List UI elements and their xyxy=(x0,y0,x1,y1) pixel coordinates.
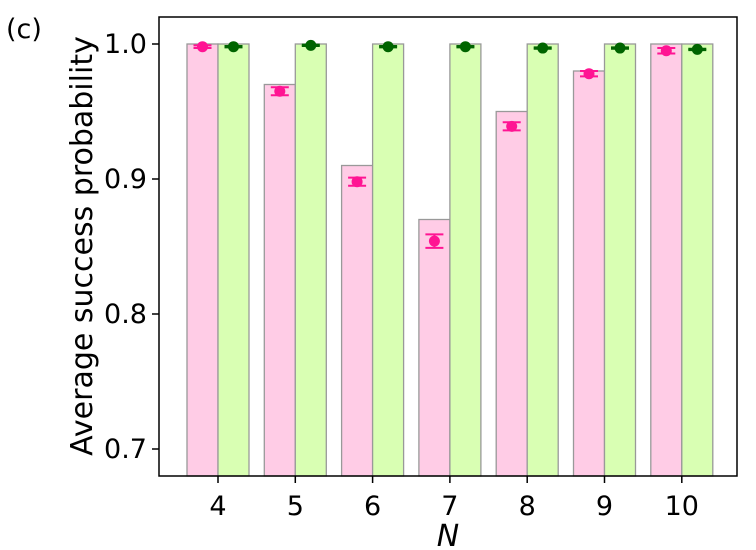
bar-series-2-n-7 xyxy=(449,43,482,477)
bar-series-1-n-6 xyxy=(340,164,374,477)
y-axis-label: Average success probability xyxy=(65,36,100,456)
point-series-2-n-9 xyxy=(611,42,629,54)
x-tick-label: 8 xyxy=(519,491,536,522)
y-tick-label: 0.9 xyxy=(104,164,147,195)
point-marker xyxy=(228,41,239,53)
y-tick-label: 1.0 xyxy=(104,29,147,60)
plot-frame xyxy=(158,16,738,477)
x-tick-label: 10 xyxy=(665,491,699,522)
point-series-2-n-8 xyxy=(533,42,552,54)
panel-label: (c) xyxy=(6,14,42,45)
bar-series-2-n-4 xyxy=(217,43,250,477)
point-marker xyxy=(351,176,363,188)
point-marker xyxy=(428,235,440,247)
point-series-2-n-5 xyxy=(301,39,320,51)
bar-series-1-n-10 xyxy=(650,43,683,477)
point-series-2-n-10 xyxy=(688,43,707,55)
point-marker xyxy=(506,120,518,132)
x-tick-label: 5 xyxy=(287,491,304,522)
bar-series-2-n-10 xyxy=(681,43,714,477)
point-marker xyxy=(660,45,672,57)
point-marker xyxy=(691,43,703,55)
point-series-1-n-6 xyxy=(348,176,367,188)
bar-series-1-n-5 xyxy=(263,83,296,477)
x-tick-label: 7 xyxy=(441,491,458,522)
y-tick-label: 0.7 xyxy=(104,434,147,465)
bar-series-1-n-7 xyxy=(418,218,451,477)
point-series-1-n-10 xyxy=(657,45,676,57)
x-tick-label: 4 xyxy=(209,491,226,522)
x-axis: 4 5 6 7 8 9 10 xyxy=(209,476,699,522)
x-tick-label: 6 xyxy=(364,491,381,522)
point-marker xyxy=(305,39,317,51)
bar-series-1-n-9 xyxy=(572,70,606,477)
x-tick-label: 9 xyxy=(596,491,613,522)
bar-series-2-n-5 xyxy=(294,43,327,477)
point-series-1-n-9 xyxy=(580,68,598,80)
point-series-1-n-5 xyxy=(270,85,289,97)
bar-series-1-n-8 xyxy=(495,110,528,477)
bar-series-2-n-6 xyxy=(371,43,405,477)
point-marker xyxy=(614,42,626,54)
bar-series-1-n-4 xyxy=(186,43,219,477)
point-series-1-n-7 xyxy=(425,233,444,249)
point-marker xyxy=(537,42,549,54)
point-marker xyxy=(583,68,595,80)
y-axis: 0.7 0.8 0.9 1.0 xyxy=(104,29,159,465)
point-marker xyxy=(459,41,471,53)
point-series-1-n-8 xyxy=(502,120,521,132)
point-series-2-n-4 xyxy=(224,41,243,53)
point-series-2-n-6 xyxy=(379,41,398,53)
bar-series-2-n-8 xyxy=(526,43,559,477)
point-series-2-n-7 xyxy=(456,41,475,53)
point-marker xyxy=(197,41,208,53)
points-layer xyxy=(193,39,707,249)
y-tick-label: 0.8 xyxy=(104,299,147,330)
point-series-1-n-4 xyxy=(193,41,212,53)
bars-layer xyxy=(186,43,714,477)
x-axis-label: N xyxy=(437,519,459,550)
point-marker xyxy=(382,41,394,53)
bar-series-2-n-9 xyxy=(603,43,637,477)
point-marker xyxy=(274,85,286,97)
